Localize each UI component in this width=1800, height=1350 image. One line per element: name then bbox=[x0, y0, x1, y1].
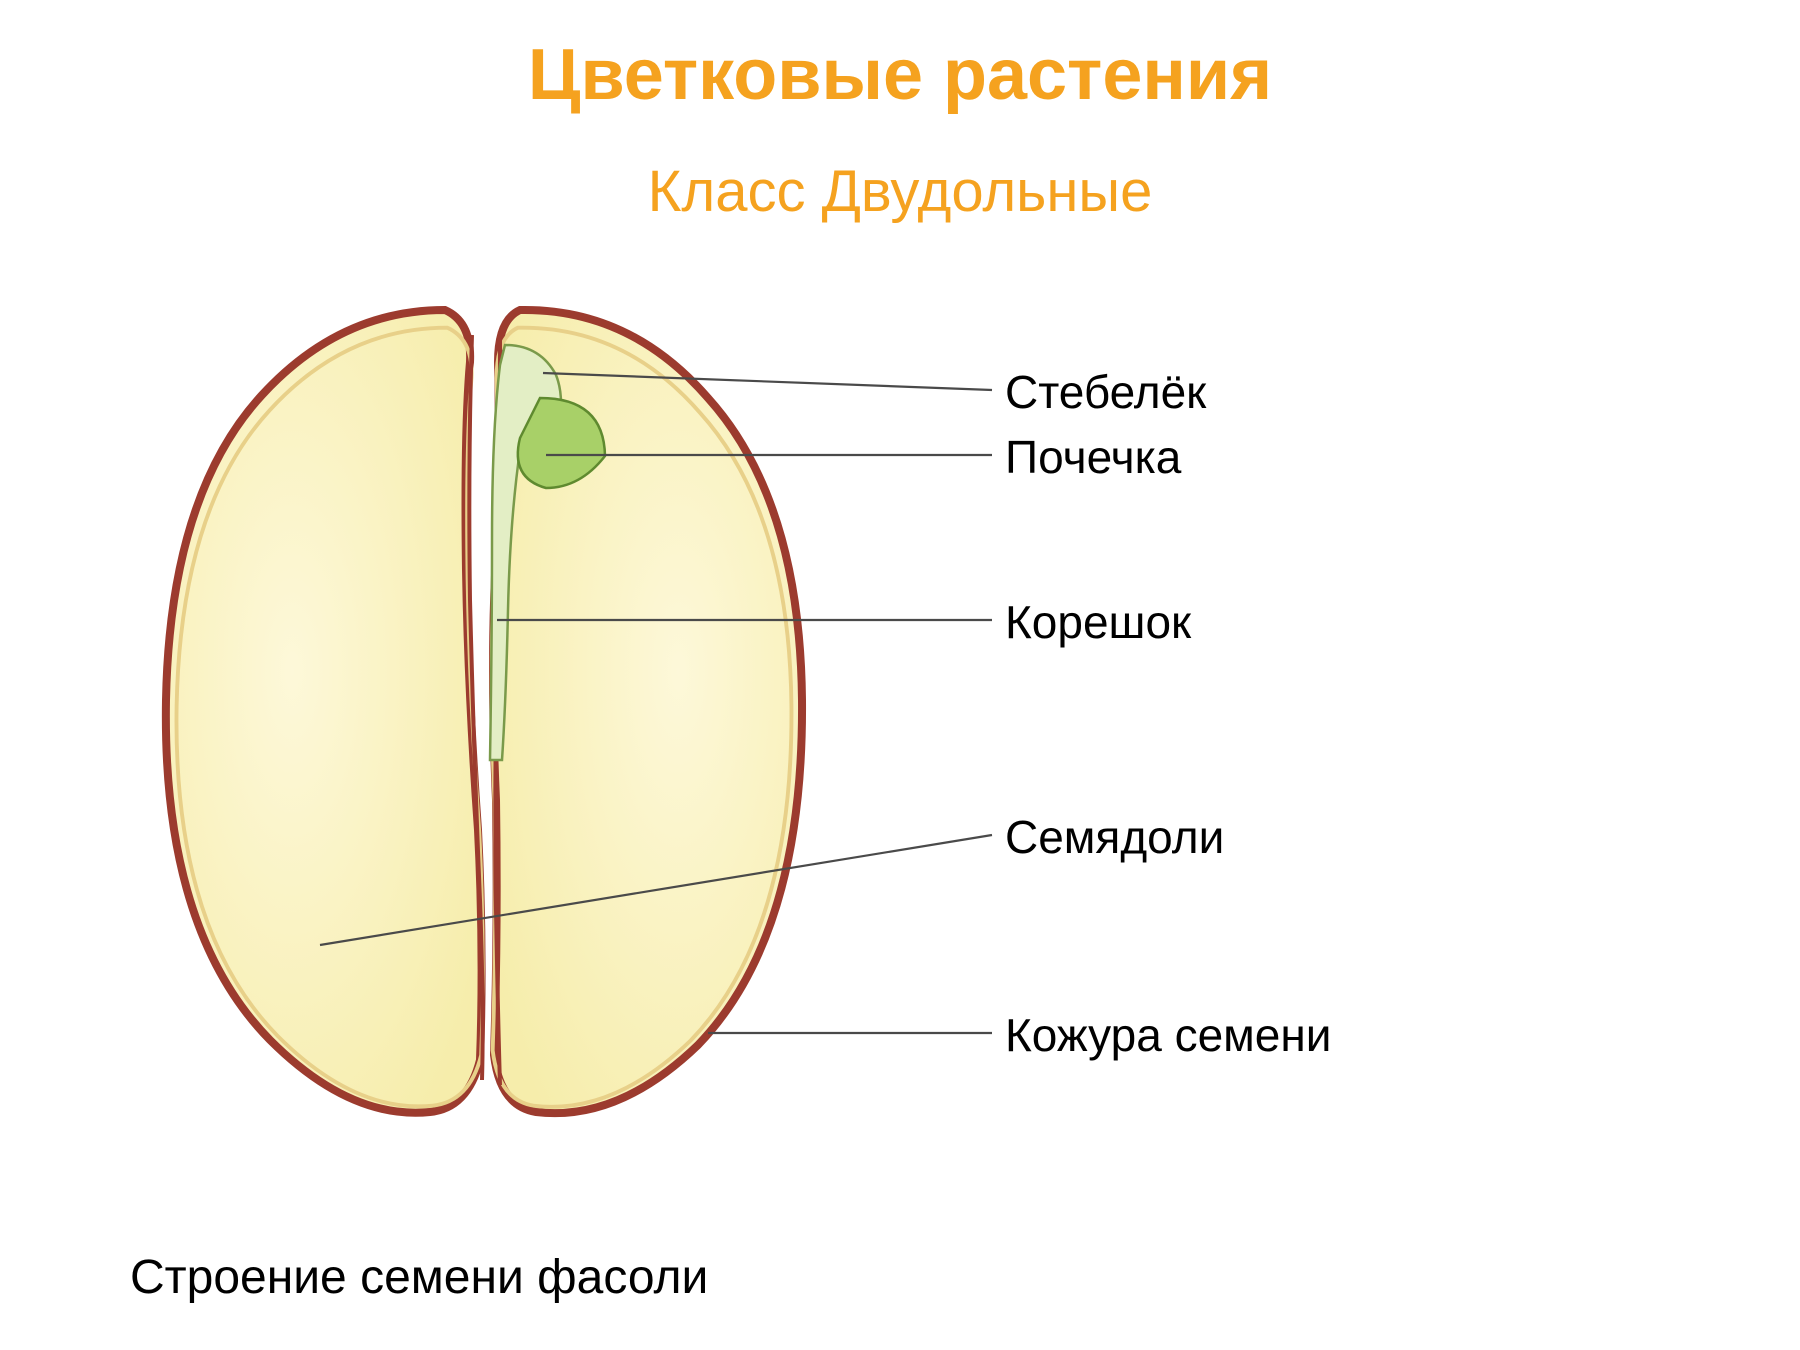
label-2: Корешок bbox=[1005, 595, 1191, 649]
label-0: Стебелёк bbox=[1005, 365, 1206, 419]
label-3: Семядоли bbox=[1005, 810, 1224, 864]
label-4: Кожура семени bbox=[1005, 1008, 1331, 1062]
seed-diagram bbox=[0, 0, 1800, 1350]
label-1: Почечка bbox=[1005, 430, 1181, 484]
diagram-container: Цветковые растения Класс Двудольные bbox=[0, 0, 1800, 1350]
caption: Строение семени фасоли bbox=[130, 1250, 708, 1305]
left-cotyledon bbox=[166, 310, 482, 1113]
